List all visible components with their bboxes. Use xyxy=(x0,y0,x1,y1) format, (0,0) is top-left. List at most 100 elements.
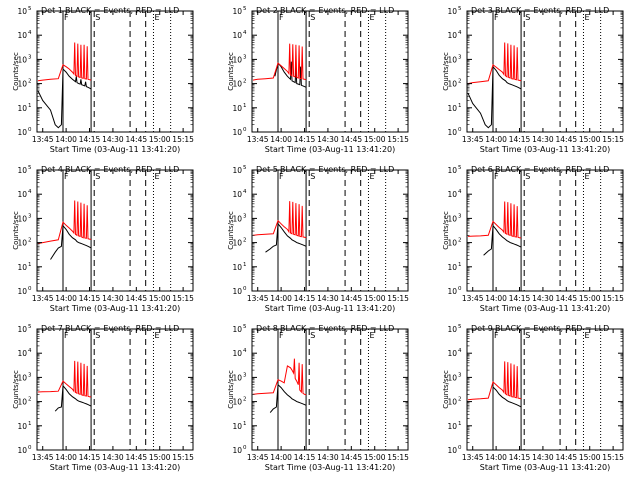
plot-frame xyxy=(36,169,194,292)
y-tick-label: 10 xyxy=(232,446,242,455)
series-lld-line xyxy=(252,201,307,239)
y-tick-label: 10 xyxy=(17,373,27,382)
y-tick-exponent: 2 xyxy=(243,238,247,244)
y-tick-exponent: 3 xyxy=(243,213,247,219)
x-tick-label: 14:00 xyxy=(270,135,292,144)
x-tick-label: 15:00 xyxy=(579,294,601,303)
marker-label: S xyxy=(95,13,100,22)
marker-label: E xyxy=(369,13,374,22)
x-tick-label: 14:45 xyxy=(341,135,363,144)
y-tick-label: 10 xyxy=(232,398,242,407)
x-tick-label: 15:00 xyxy=(149,294,171,303)
marker-label: F xyxy=(279,331,284,340)
marker-label: E xyxy=(584,331,589,340)
y-tick-label: 10 xyxy=(17,398,27,407)
marker-label: F xyxy=(279,13,284,22)
x-tick-label: 14:45 xyxy=(126,294,148,303)
y-tick-exponent: 5 xyxy=(243,165,247,171)
series-lld-line xyxy=(37,360,92,398)
y-axis-label: Counts/sec xyxy=(12,211,20,250)
x-axis-label: Start Time (03-Aug-11 13:41:20) xyxy=(480,463,611,472)
series-events-line xyxy=(265,222,307,253)
y-tick-label: 10 xyxy=(232,422,242,431)
y-tick-label: 10 xyxy=(447,373,457,382)
x-tick-label: 15:15 xyxy=(387,135,409,144)
y-tick-exponent: 3 xyxy=(243,54,247,60)
y-tick-exponent: 3 xyxy=(28,54,32,60)
x-tick-label: 14:45 xyxy=(126,453,148,462)
y-tick-label: 10 xyxy=(232,325,242,334)
y-tick-label: 10 xyxy=(232,166,242,175)
y-tick-label: 10 xyxy=(232,31,242,40)
marker-label: S xyxy=(95,331,100,340)
series-lld-line xyxy=(467,42,522,85)
y-tick-label: 10 xyxy=(232,239,242,248)
y-tick-label: 10 xyxy=(17,287,27,296)
legend-text: BLACK =-Events, RED = LLD xyxy=(65,6,179,15)
y-tick-label: 10 xyxy=(17,128,27,137)
x-tick-label: 15:15 xyxy=(602,453,624,462)
x-tick-label: 13:45 xyxy=(32,294,54,303)
marker-label: F xyxy=(494,331,499,340)
y-tick-label: 10 xyxy=(17,31,27,40)
y-tick-exponent: 5 xyxy=(28,324,32,330)
y-tick-label: 10 xyxy=(232,55,242,64)
x-tick-label: 14:30 xyxy=(317,294,339,303)
y-tick-label: 10 xyxy=(17,325,27,334)
panel-title: Det 8 xyxy=(256,324,278,333)
y-tick-exponent: 2 xyxy=(458,238,462,244)
y-tick-label: 10 xyxy=(232,80,242,89)
y-tick-exponent: 5 xyxy=(458,165,462,171)
x-tick-label: 15:00 xyxy=(364,294,386,303)
y-tick-label: 10 xyxy=(232,373,242,382)
x-tick-label: 15:15 xyxy=(602,294,624,303)
y-tick-label: 10 xyxy=(232,7,242,16)
x-tick-label: 13:45 xyxy=(462,294,484,303)
y-tick-label: 10 xyxy=(17,422,27,431)
y-axis-label: Counts/sec xyxy=(12,52,20,91)
plot-frame xyxy=(36,10,194,133)
x-tick-label: 14:00 xyxy=(55,135,77,144)
x-tick-label: 14:45 xyxy=(556,453,578,462)
x-axis-label: Start Time (03-Aug-11 13:41:20) xyxy=(50,463,181,472)
y-tick-exponent: 5 xyxy=(458,324,462,330)
y-tick-label: 10 xyxy=(17,80,27,89)
y-tick-label: 10 xyxy=(447,446,457,455)
y-tick-label: 10 xyxy=(447,190,457,199)
x-tick-label: 14:45 xyxy=(556,135,578,144)
y-tick-label: 10 xyxy=(17,446,27,455)
y-tick-exponent: 5 xyxy=(243,6,247,12)
x-tick-label: 14:00 xyxy=(55,453,77,462)
y-tick-exponent: 0 xyxy=(458,445,462,451)
plot-frame xyxy=(251,169,409,292)
y-tick-exponent: 1 xyxy=(28,262,32,268)
marker-label: F xyxy=(64,13,69,22)
y-tick-label: 10 xyxy=(17,263,27,272)
y-tick-label: 10 xyxy=(447,263,457,272)
x-tick-label: 14:45 xyxy=(341,453,363,462)
series-events-line xyxy=(467,65,522,129)
y-tick-exponent: 2 xyxy=(28,238,32,244)
series-lld-line xyxy=(252,358,307,396)
x-axis-label: Start Time (03-Aug-11 13:41:20) xyxy=(265,145,396,154)
marker-label: S xyxy=(95,172,100,181)
y-axis-label: Counts/sec xyxy=(12,370,20,409)
series-lld-line xyxy=(37,200,92,245)
legend-text: BLACK =-Events, RED = LLD xyxy=(495,6,609,15)
y-tick-label: 10 xyxy=(447,166,457,175)
x-axis-label: Start Time (03-Aug-11 13:41:20) xyxy=(265,304,396,313)
x-tick-label: 13:45 xyxy=(32,453,54,462)
series-events-line xyxy=(269,383,307,413)
y-tick-label: 10 xyxy=(17,190,27,199)
x-tick-label: 14:00 xyxy=(485,294,507,303)
y-tick-exponent: 0 xyxy=(458,286,462,292)
panel-title: Det 2 xyxy=(256,6,278,15)
y-tick-exponent: 4 xyxy=(458,348,462,354)
plot-frame xyxy=(251,328,409,451)
x-tick-label: 14:15 xyxy=(79,294,101,303)
x-tick-label: 15:00 xyxy=(149,135,171,144)
y-axis-label: Counts/sec xyxy=(442,370,450,409)
panel-title: Det 4 xyxy=(41,165,63,174)
panel-title: Det 6 xyxy=(471,165,493,174)
